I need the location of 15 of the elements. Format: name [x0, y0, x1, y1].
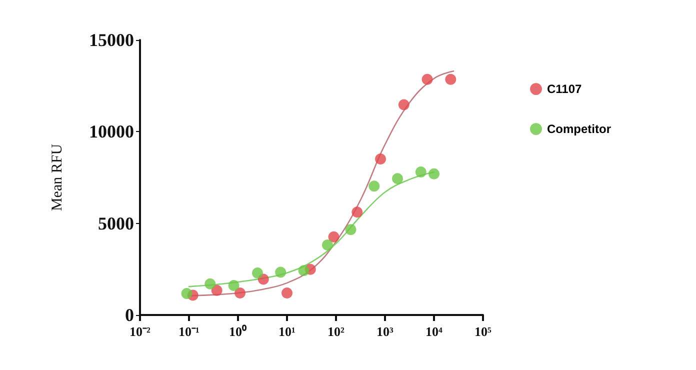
x-tick-label: 10¹ — [278, 324, 296, 339]
y-tick-label: 5000 — [98, 213, 134, 234]
legend-label: Competitor — [547, 122, 612, 136]
y-tick-label: 10000 — [89, 122, 134, 142]
x-tick-label: 10⁴ — [426, 324, 443, 339]
y-tick-label: 0 — [125, 305, 134, 325]
x-tick-label: 10³ — [376, 324, 394, 339]
x-tick-label: 10⁻¹ — [178, 324, 200, 339]
x-tick-label: 10⁵ — [474, 324, 492, 339]
y-tick-label: 15000 — [89, 30, 134, 50]
x-tick-label: 10⁻² — [130, 324, 151, 339]
legend-label: C1107 — [547, 82, 582, 96]
x-tick-label: 10² — [328, 324, 345, 339]
x-tick-label: 10⁰ — [229, 324, 247, 339]
y-axis-title: Mean RFU — [50, 144, 66, 212]
